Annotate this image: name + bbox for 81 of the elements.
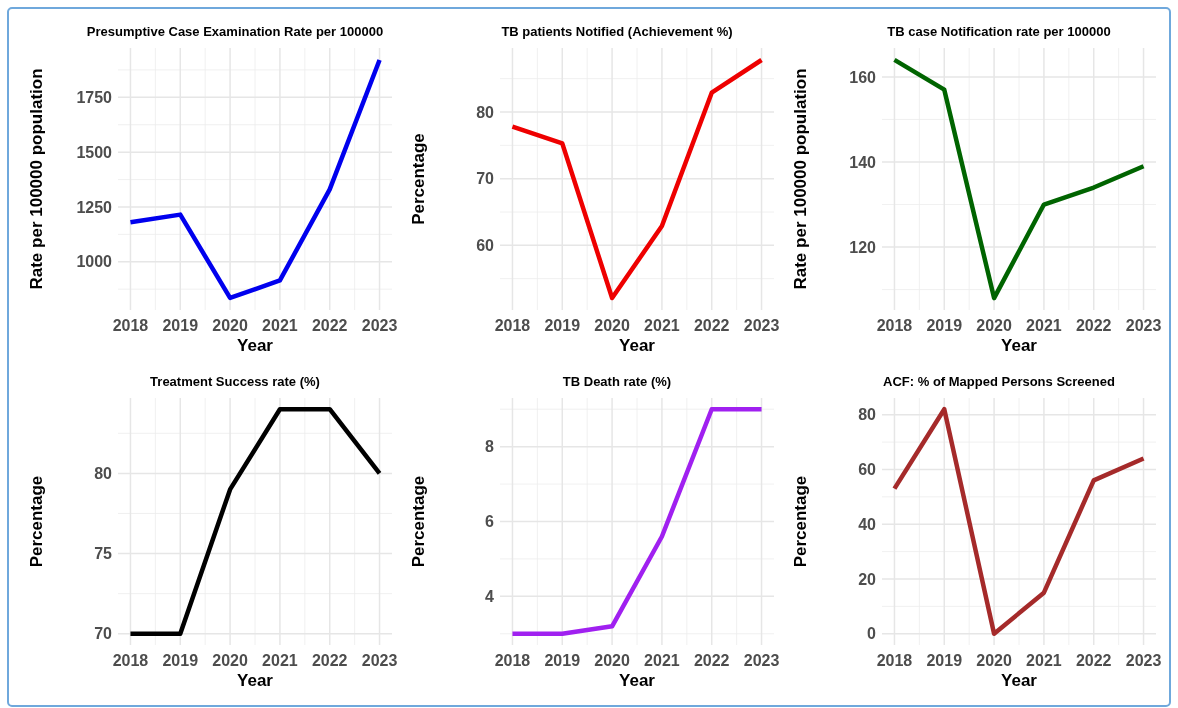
y-tick-label: 1500 bbox=[76, 143, 113, 161]
chart-title: TB case Notification rate per 100000 bbox=[887, 24, 1111, 39]
y-tick-label: 75 bbox=[94, 545, 113, 563]
chart-title: ACF: % of Mapped Persons Screened bbox=[883, 374, 1115, 389]
x-tick-label: 2019 bbox=[926, 317, 963, 334]
x-tick-label: 2023 bbox=[1125, 317, 1162, 334]
x-tick-label: 2020 bbox=[594, 652, 630, 669]
x-tick-label: 2021 bbox=[1026, 317, 1062, 334]
x-tick-label: 2019 bbox=[544, 652, 581, 669]
x-tick-label: 2022 bbox=[693, 317, 730, 334]
x-axis-title: Year bbox=[237, 671, 274, 690]
y-tick-label: 140 bbox=[849, 153, 877, 171]
chart-title: Treatment Success rate (%) bbox=[150, 374, 320, 389]
x-tick-label: 2020 bbox=[976, 317, 1012, 334]
x-tick-label: 2023 bbox=[1125, 652, 1162, 669]
x-tick-label: 2021 bbox=[262, 652, 298, 669]
y-tick-label: 1000 bbox=[76, 253, 113, 271]
x-tick-label: 2018 bbox=[494, 652, 531, 669]
x-tick-label: 2022 bbox=[311, 652, 348, 669]
y-tick-label: 6 bbox=[485, 513, 495, 531]
x-tick-label: 2022 bbox=[1075, 317, 1112, 334]
y-tick-label: 70 bbox=[476, 170, 495, 188]
x-tick-label: 2019 bbox=[544, 317, 581, 334]
line-series bbox=[128, 57, 382, 301]
y-axis-title: Percentage bbox=[27, 475, 46, 568]
x-tick-label: 2019 bbox=[162, 317, 199, 334]
y-tick-label: 80 bbox=[476, 103, 495, 121]
x-tick-label: 2023 bbox=[743, 317, 780, 334]
y-tick-label: 60 bbox=[858, 461, 877, 479]
line-series bbox=[510, 57, 764, 301]
chart-title: TB Death rate (%) bbox=[562, 374, 672, 389]
y-tick-label: 40 bbox=[858, 515, 877, 533]
x-tick-label: 2022 bbox=[693, 652, 730, 669]
x-axis-title: Year bbox=[1001, 671, 1038, 690]
y-tick-label: 120 bbox=[849, 238, 877, 256]
x-axis-title: Year bbox=[619, 336, 656, 355]
x-tick-label: 2021 bbox=[262, 317, 298, 334]
x-tick-label: 2022 bbox=[311, 317, 348, 334]
x-tick-label: 2020 bbox=[212, 317, 248, 334]
x-tick-label: 2023 bbox=[361, 317, 398, 334]
y-tick-label: 80 bbox=[858, 406, 877, 424]
x-tick-label: 2019 bbox=[926, 652, 963, 669]
x-tick-label: 2021 bbox=[644, 317, 680, 334]
x-tick-label: 2023 bbox=[743, 652, 780, 669]
x-tick-label: 2018 bbox=[112, 317, 149, 334]
x-axis-title: Year bbox=[237, 336, 274, 355]
y-tick-label: 1750 bbox=[76, 88, 113, 106]
x-tick-label: 2021 bbox=[644, 652, 680, 669]
x-tick-label: 2018 bbox=[876, 317, 913, 334]
chart-title: Presumptive Case Examination Rate per 100000 bbox=[86, 24, 384, 39]
x-tick-label: 2018 bbox=[112, 652, 149, 669]
line-series bbox=[892, 406, 1146, 637]
x-tick-label: 2020 bbox=[212, 652, 248, 669]
y-tick-label: 20 bbox=[858, 570, 877, 588]
y-tick-label: 80 bbox=[94, 464, 113, 482]
line-series bbox=[892, 57, 1146, 301]
y-tick-label: 0 bbox=[867, 625, 877, 643]
y-tick-label: 70 bbox=[94, 625, 113, 643]
y-axis-title: Percentage bbox=[409, 133, 428, 225]
line-series bbox=[510, 406, 764, 637]
x-tick-label: 2021 bbox=[1026, 652, 1062, 669]
y-tick-label: 4 bbox=[485, 587, 495, 605]
line-series bbox=[128, 406, 382, 637]
x-tick-label: 2022 bbox=[1075, 652, 1112, 669]
x-tick-label: 2020 bbox=[976, 652, 1012, 669]
y-axis-title: Rate per 100000 population bbox=[27, 68, 46, 290]
x-tick-label: 2023 bbox=[361, 652, 398, 669]
x-tick-label: 2020 bbox=[594, 317, 630, 334]
x-axis-title: Year bbox=[1001, 336, 1038, 355]
x-tick-label: 2018 bbox=[876, 652, 913, 669]
y-tick-label: 1250 bbox=[76, 198, 113, 216]
y-axis-title: Rate per 100000 population bbox=[791, 68, 810, 290]
y-axis-title: Percentage bbox=[409, 475, 428, 568]
x-axis-title: Year bbox=[619, 671, 656, 690]
y-tick-label: 60 bbox=[476, 236, 495, 254]
y-tick-label: 160 bbox=[849, 68, 877, 86]
x-tick-label: 2019 bbox=[162, 652, 199, 669]
y-tick-label: 8 bbox=[485, 438, 495, 456]
y-axis-title: Percentage bbox=[791, 475, 810, 568]
chart-title: TB patients Notified (Achievement %) bbox=[501, 24, 733, 39]
x-tick-label: 2018 bbox=[494, 317, 531, 334]
